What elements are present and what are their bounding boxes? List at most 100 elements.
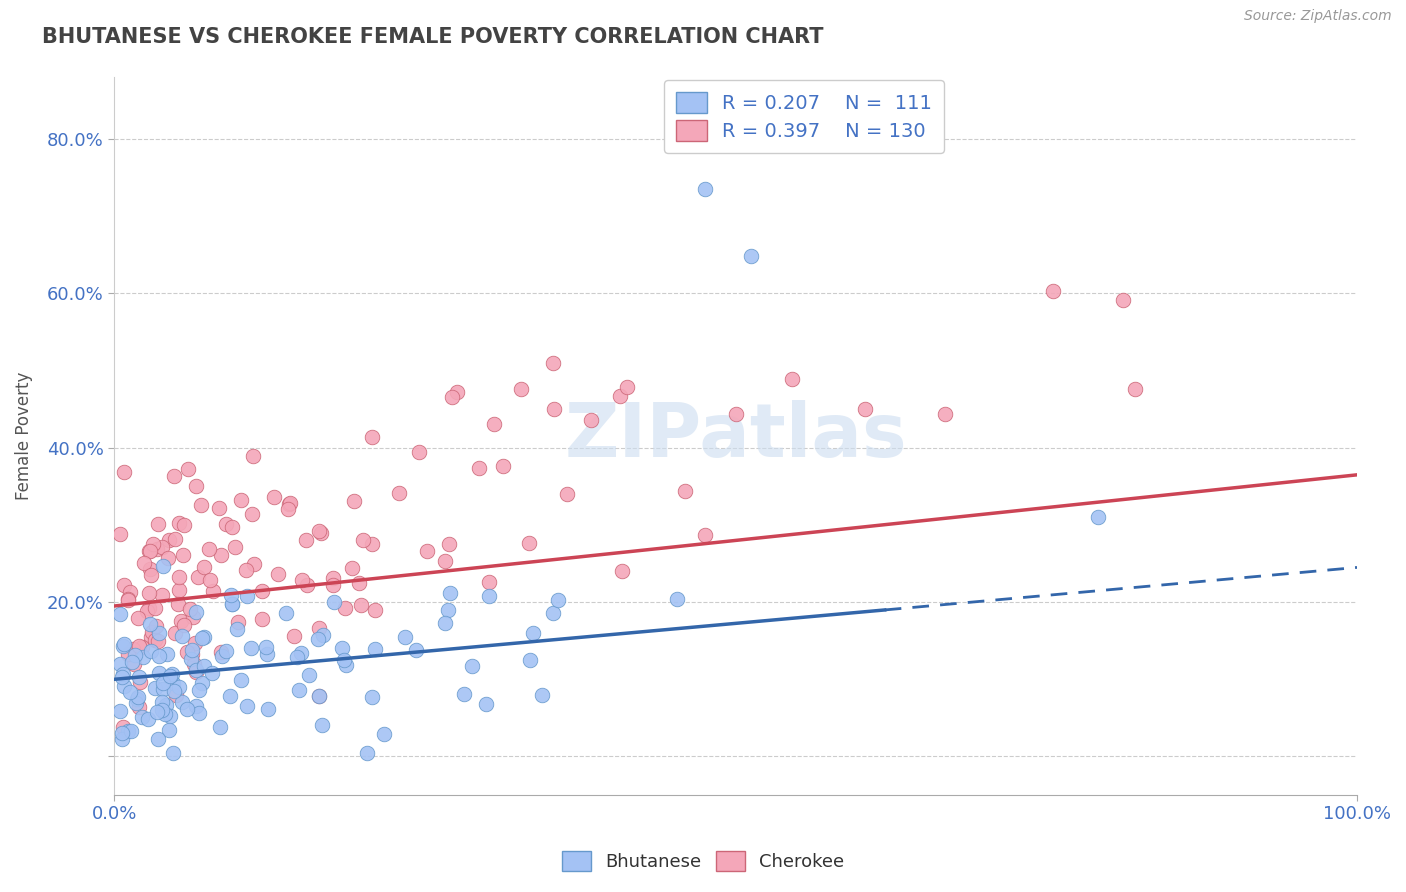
Point <box>148 649 170 664</box>
Y-axis label: Female Poverty: Female Poverty <box>15 372 32 500</box>
Point <box>148 666 170 681</box>
Point <box>478 589 501 603</box>
Point <box>139 544 162 558</box>
Point <box>254 640 277 655</box>
Point <box>127 690 149 705</box>
Point <box>111 731 134 746</box>
Point <box>308 621 330 635</box>
Point <box>307 632 329 646</box>
Point <box>122 657 145 671</box>
Point <box>138 601 160 615</box>
Point <box>159 668 181 682</box>
Point <box>695 528 717 542</box>
Point <box>179 602 201 616</box>
Point <box>352 533 374 548</box>
Point <box>363 603 385 617</box>
Point <box>163 469 186 483</box>
Point <box>509 382 531 396</box>
Legend: R = 0.207    N =  111, R = 0.397    N = 130: R = 0.207 N = 111, R = 0.397 N = 130 <box>664 80 943 153</box>
Point <box>177 462 200 476</box>
Point <box>219 689 242 703</box>
Point <box>364 641 387 656</box>
Point <box>541 606 564 620</box>
Point <box>112 719 135 733</box>
Point <box>162 746 184 760</box>
Point <box>240 641 263 656</box>
Point <box>616 380 638 394</box>
Point <box>167 680 190 694</box>
Point <box>252 612 274 626</box>
Point <box>166 597 188 611</box>
Point <box>170 695 193 709</box>
Point <box>138 586 160 600</box>
Point <box>226 622 249 636</box>
Point <box>1042 284 1064 298</box>
Point <box>120 585 142 599</box>
Point <box>522 626 544 640</box>
Point <box>474 697 496 711</box>
Point <box>169 614 191 628</box>
Point <box>155 648 177 662</box>
Point <box>274 606 297 620</box>
Point <box>347 576 370 591</box>
Point <box>209 549 232 563</box>
Point <box>229 493 252 508</box>
Point <box>740 250 762 264</box>
Point <box>176 645 198 659</box>
Point <box>179 652 201 666</box>
Point <box>172 548 194 562</box>
Point <box>242 557 264 571</box>
Point <box>610 564 633 578</box>
Point <box>180 647 202 661</box>
Point <box>143 601 166 615</box>
Point <box>242 449 264 463</box>
Point <box>298 667 321 681</box>
Point <box>163 684 186 698</box>
Point <box>110 526 132 541</box>
Point <box>361 690 384 704</box>
Point <box>446 384 468 399</box>
Point <box>148 626 170 640</box>
Point <box>153 707 176 722</box>
Point <box>361 430 384 444</box>
Point <box>278 497 301 511</box>
Point <box>250 584 273 599</box>
Point <box>482 417 505 431</box>
Point <box>173 618 195 632</box>
Point <box>198 573 221 587</box>
Point <box>150 588 173 602</box>
Point <box>110 657 132 671</box>
Point <box>311 718 333 732</box>
Point <box>142 537 165 551</box>
Point <box>557 487 579 501</box>
Point <box>215 516 238 531</box>
Point <box>157 723 180 737</box>
Point <box>335 600 357 615</box>
Point <box>145 619 167 633</box>
Point <box>117 723 139 738</box>
Point <box>184 665 207 679</box>
Point <box>111 726 134 740</box>
Point <box>517 536 540 550</box>
Point <box>169 516 191 530</box>
Point <box>287 683 309 698</box>
Point <box>267 566 290 581</box>
Point <box>312 627 335 641</box>
Point <box>290 646 312 660</box>
Point <box>125 696 148 710</box>
Point <box>333 652 356 666</box>
Point <box>335 657 357 672</box>
Point <box>169 582 191 597</box>
Point <box>263 490 285 504</box>
Point <box>229 673 252 687</box>
Point <box>125 692 148 706</box>
Point <box>531 689 554 703</box>
Point <box>139 616 162 631</box>
Point <box>110 607 132 621</box>
Point <box>468 461 491 475</box>
Point <box>693 182 716 196</box>
Point <box>285 649 308 664</box>
Point <box>162 676 184 690</box>
Point <box>155 698 177 713</box>
Point <box>211 648 233 663</box>
